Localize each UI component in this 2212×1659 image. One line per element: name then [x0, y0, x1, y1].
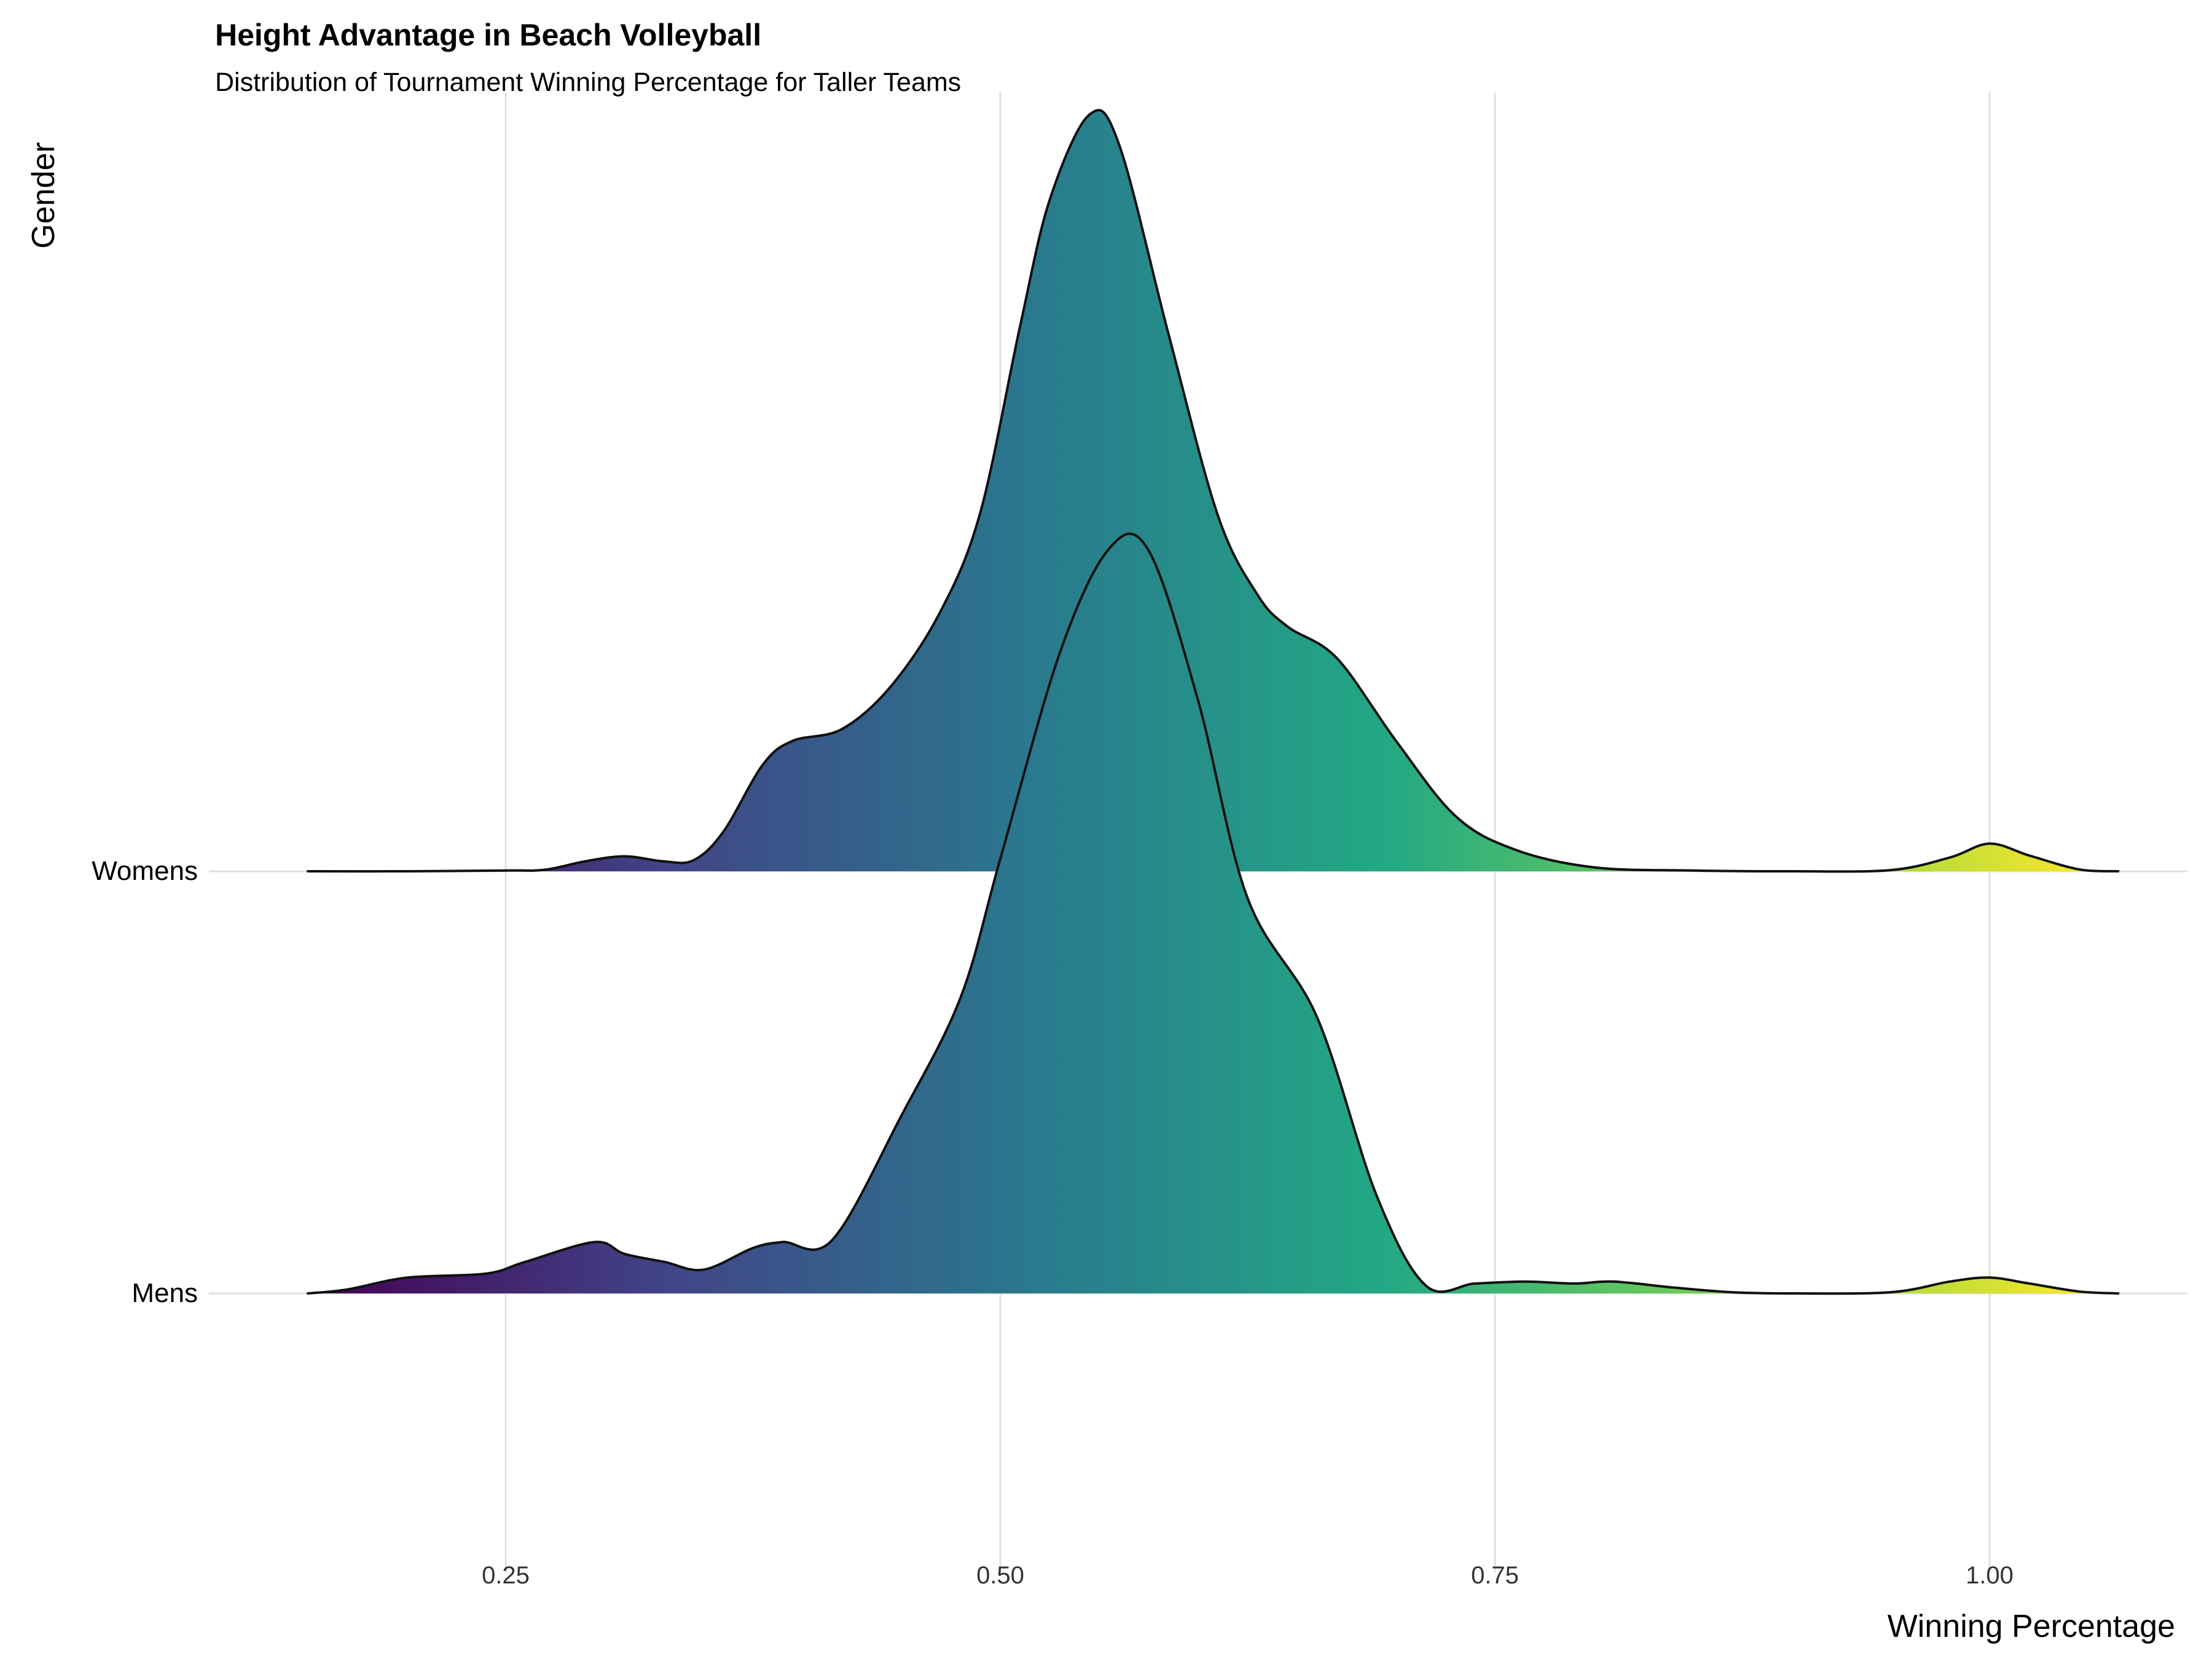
x-tick-label: 0.50 — [976, 1562, 1024, 1589]
density-ridges — [307, 109, 2120, 1295]
ridge-area-womens — [308, 110, 2119, 872]
ridge-area-mens — [308, 533, 2119, 1294]
x-tick-label: 0.75 — [1471, 1562, 1519, 1589]
x-tick-label: 0.25 — [482, 1562, 530, 1589]
x-axis-title: Winning Percentage — [1888, 1609, 2175, 1644]
x-tick-label: 1.00 — [1966, 1562, 2014, 1589]
ridge-outline-mens — [307, 532, 2120, 1295]
category-label: Mens — [131, 1278, 198, 1308]
y-axis-title: Gender — [26, 142, 61, 248]
chart-title: Height Advantage in Beach Volleyball — [215, 18, 761, 52]
chart-subtitle: Distribution of Tournament Winning Perce… — [215, 68, 961, 97]
ridge-outline-womens — [307, 109, 2120, 873]
axis-labels: 0.25 0.50 0.75 1.00 Womens Mens — [92, 856, 2014, 1589]
category-label: Womens — [92, 856, 198, 886]
